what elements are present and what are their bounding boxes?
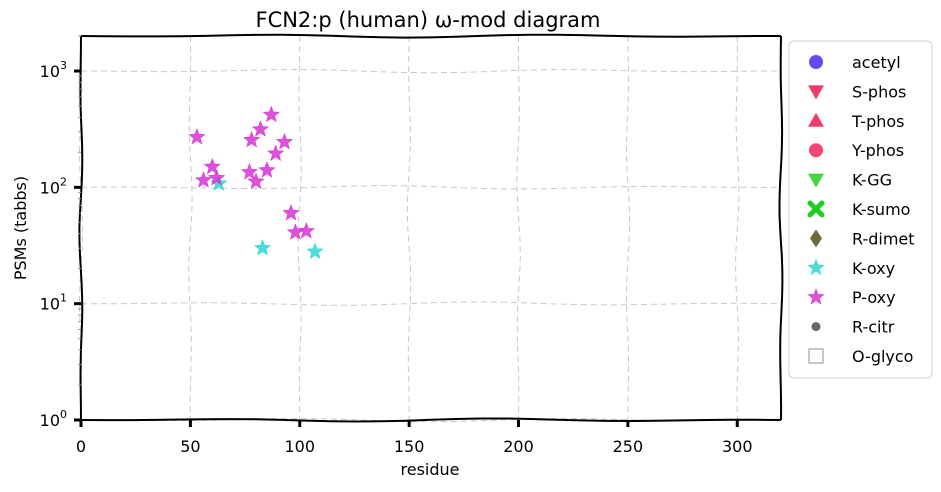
data-point-p-oxy: [258, 161, 276, 178]
legend-marker-y-phos: [809, 143, 823, 158]
legend-label-k-oxy: K-oxy: [852, 259, 895, 278]
legend-marker-acetyl: [809, 55, 823, 69]
x-axis-label: residue: [401, 460, 460, 479]
data-point-p-oxy: [262, 105, 281, 123]
x-grid-line: [188, 35, 193, 421]
y-tick-label: 102: [40, 175, 67, 197]
data-point-k-oxy: [306, 242, 324, 260]
plot-frame: [78, 33, 784, 423]
x-grid-line: [516, 35, 521, 421]
legend-label-r-dimet: R-dimet: [852, 229, 915, 248]
x-tick-label: 250: [613, 437, 644, 456]
x-grid-line: [625, 35, 631, 420]
legend-marker-s-phos: [808, 85, 824, 100]
x-tick-label: 100: [284, 437, 315, 456]
legend-marker-r-citr: [811, 322, 821, 332]
legend-marker-o-glyco: [808, 348, 824, 364]
plot-frame-edge: [80, 33, 781, 39]
legend-marker-r-dimet: [810, 229, 822, 248]
legend-marker-k-sumo: [807, 200, 825, 218]
x-grid-line: [735, 35, 740, 421]
y-grid-line: [80, 185, 782, 190]
x-tick-label: 0: [76, 437, 86, 456]
legend-label-p-oxy: P-oxy: [852, 288, 896, 307]
legend-marker-k-oxy: [807, 258, 825, 276]
y-tick-label: 101: [40, 292, 67, 314]
legend-label-s-phos: S-phos: [852, 82, 906, 101]
data-point-p-oxy: [286, 223, 305, 240]
legend: acetyl S-phos T-phos Y-phos K-GG K-sumo R-dime…: [788, 40, 933, 379]
legend-marker-p-oxy: [807, 287, 825, 305]
y-axis-ticks: 100 101 102 103: [40, 35, 81, 430]
legend-label-t-phos: T-phos: [851, 112, 905, 131]
x-axis-ticks: 0 50 100 150 200 250 300: [76, 420, 753, 456]
legend-label-y-phos: Y-phos: [851, 141, 904, 160]
y-grid-line: [80, 69, 782, 74]
legend-marker-t-phos: [808, 112, 824, 127]
data-point-p-oxy: [207, 168, 226, 186]
x-tick-label: 150: [394, 437, 425, 456]
data-point-p-oxy: [282, 203, 300, 221]
y-tick-label: 103: [40, 59, 67, 81]
legend-label-k-sumo: K-sumo: [852, 200, 910, 219]
data-point-p-oxy: [194, 171, 213, 188]
plot-frame-edge: [78, 35, 84, 421]
y-grid-line: [80, 301, 782, 306]
data-point-p-oxy: [266, 144, 285, 162]
grid-lines: [79, 35, 782, 423]
x-tick-label: 300: [722, 437, 753, 456]
data-point-p-oxy: [275, 132, 294, 150]
x-tick-label: 50: [180, 437, 200, 456]
legend-marker-k-gg: [808, 173, 824, 188]
y-tick-label: 100: [40, 408, 67, 430]
legend-label-o-glyco: O-glyco: [852, 347, 913, 366]
data-point-p-oxy: [242, 130, 261, 148]
legend-label-r-citr: R-citr: [852, 318, 895, 337]
data-points: [188, 105, 324, 260]
data-point-p-oxy: [297, 221, 316, 239]
legend-label-acetyl: acetyl: [852, 53, 901, 72]
x-grid-line: [406, 35, 412, 421]
plot-frame-edge: [80, 417, 782, 423]
chart-title: FCN2:p (human) ω-mod diagram: [255, 8, 600, 32]
y-axis-label: PSMs (tabbs): [11, 176, 30, 280]
legend-label-k-gg: K-GG: [852, 171, 892, 190]
data-point-p-oxy: [240, 163, 259, 180]
plot-frame-edge: [778, 35, 784, 421]
data-point-p-oxy: [251, 120, 270, 137]
data-point-p-oxy: [203, 157, 221, 175]
x-tick-label: 200: [503, 437, 534, 456]
data-point-p-oxy: [188, 128, 206, 145]
legend-box: [788, 40, 933, 379]
x-grid-line: [297, 35, 302, 421]
data-point-p-oxy: [247, 172, 265, 190]
data-point-k-oxy: [253, 239, 272, 256]
